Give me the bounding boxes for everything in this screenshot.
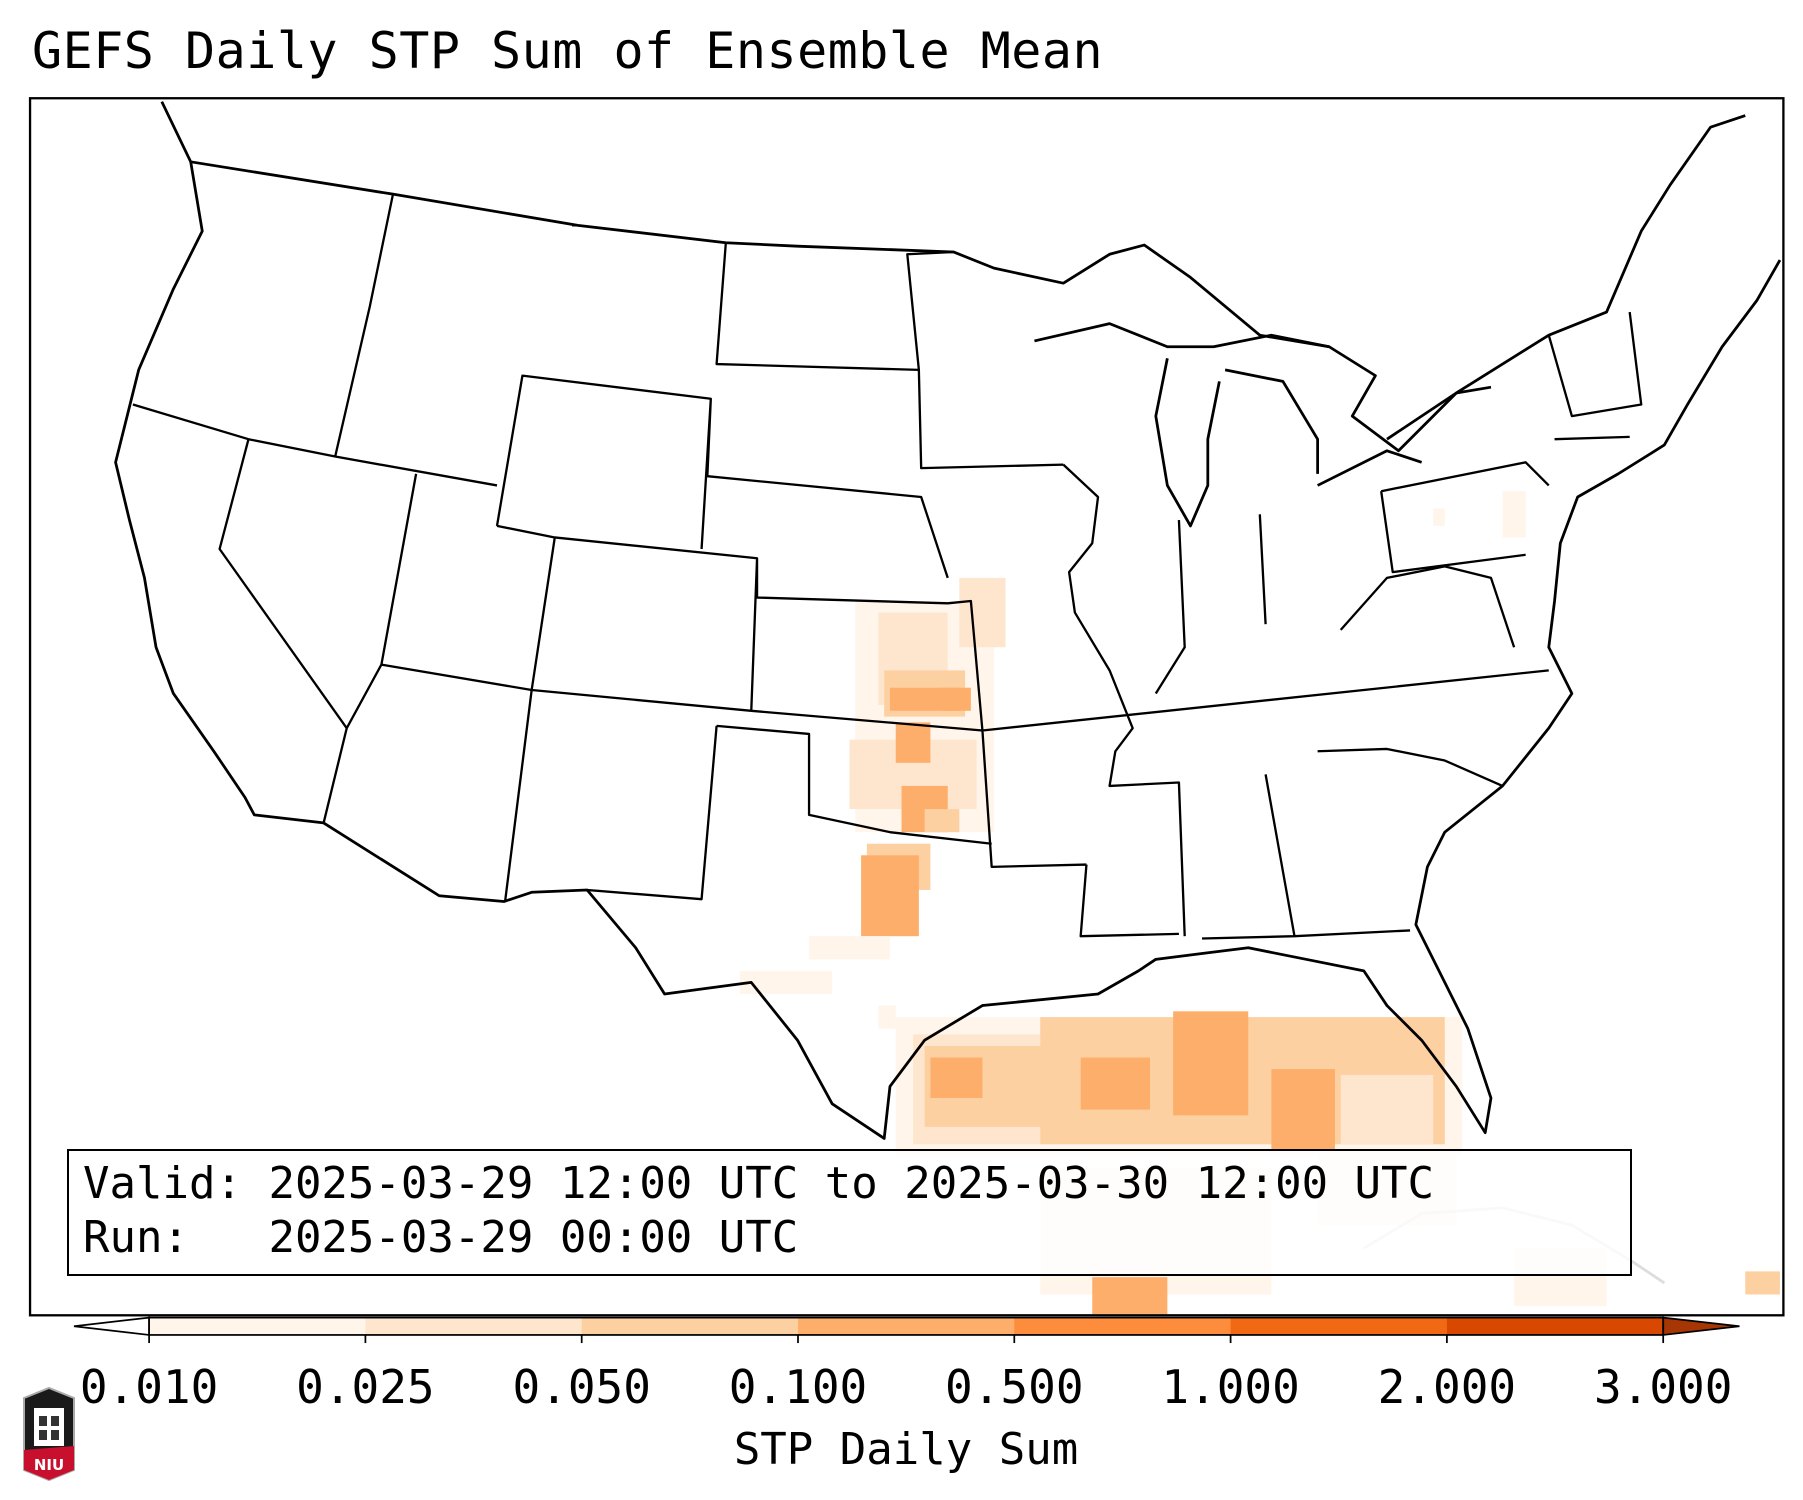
colorbar-under-triangle bbox=[73, 1316, 150, 1336]
run-label: Run: bbox=[83, 1212, 189, 1263]
state-borders bbox=[132, 193, 1643, 940]
stp-cell bbox=[1745, 1271, 1780, 1295]
coastline-and-borders bbox=[114, 101, 1782, 1285]
colorbar-tick-label: 1.000 bbox=[1161, 1360, 1300, 1414]
colorbar-tick-label: 2.000 bbox=[1377, 1360, 1517, 1414]
us-outline bbox=[114, 101, 1782, 1140]
stp-cell bbox=[1080, 1057, 1151, 1110]
map-frame bbox=[28, 97, 1785, 1317]
stp-cell bbox=[1433, 508, 1445, 526]
valid-run-box: Valid: 2025-03-29 12:00 UTC to 2025-03-3… bbox=[67, 1149, 1632, 1276]
stp-cell bbox=[941, 687, 971, 711]
colorbar-segment bbox=[149, 1317, 366, 1335]
stp-cell bbox=[1092, 1277, 1168, 1315]
canada-border bbox=[190, 114, 1746, 453]
run-value: 2025-03-29 00:00 UTC bbox=[268, 1212, 799, 1263]
colorbar-segment bbox=[1230, 1317, 1448, 1335]
niu-logo: NIU bbox=[23, 1386, 75, 1482]
stp-cell bbox=[1502, 491, 1526, 538]
colorbar-tick-label: 3.000 bbox=[1593, 1360, 1733, 1414]
stp-cell bbox=[930, 1057, 983, 1099]
stp-cell bbox=[739, 970, 833, 994]
colorbar-segment bbox=[1014, 1317, 1232, 1335]
valid-value: 2025-03-29 12:00 UTC to 2025-03-30 12:00… bbox=[268, 1158, 1435, 1209]
stp-cell bbox=[924, 809, 960, 833]
stp-cell bbox=[861, 855, 919, 937]
map-title: GEFS Daily STP Sum of Ensemble Mean bbox=[32, 22, 1104, 80]
colorbar-tick-label: 0.500 bbox=[945, 1360, 1084, 1414]
stp-cell bbox=[1271, 1069, 1335, 1151]
colorbar-segment bbox=[581, 1317, 799, 1335]
colorbar-segment bbox=[1446, 1317, 1664, 1335]
stp-cell bbox=[959, 577, 1006, 648]
colorbar-label: STP Daily Sum bbox=[733, 1424, 1079, 1475]
colorbar-tick-label: 0.050 bbox=[512, 1360, 651, 1414]
stp-cell bbox=[809, 936, 890, 960]
colorbar-tick-label: 0.010 bbox=[79, 1360, 219, 1414]
colorbar-tick-label: 0.025 bbox=[296, 1360, 435, 1414]
stp-cell bbox=[1340, 1074, 1434, 1145]
stp-cell bbox=[1173, 1011, 1249, 1116]
colorbar-segment bbox=[797, 1317, 1015, 1335]
stp-cell bbox=[878, 1005, 896, 1029]
svg-text:NIU: NIU bbox=[34, 1456, 64, 1474]
great-lakes bbox=[1034, 322, 1492, 528]
stp-cell bbox=[895, 722, 931, 763]
colorbar bbox=[73, 1316, 1740, 1344]
valid-label: Valid: bbox=[83, 1158, 242, 1209]
colorbar-tick-label: 0.100 bbox=[728, 1360, 868, 1414]
colorbar-segment bbox=[365, 1317, 583, 1335]
colorbar-over-triangle bbox=[1662, 1316, 1740, 1336]
